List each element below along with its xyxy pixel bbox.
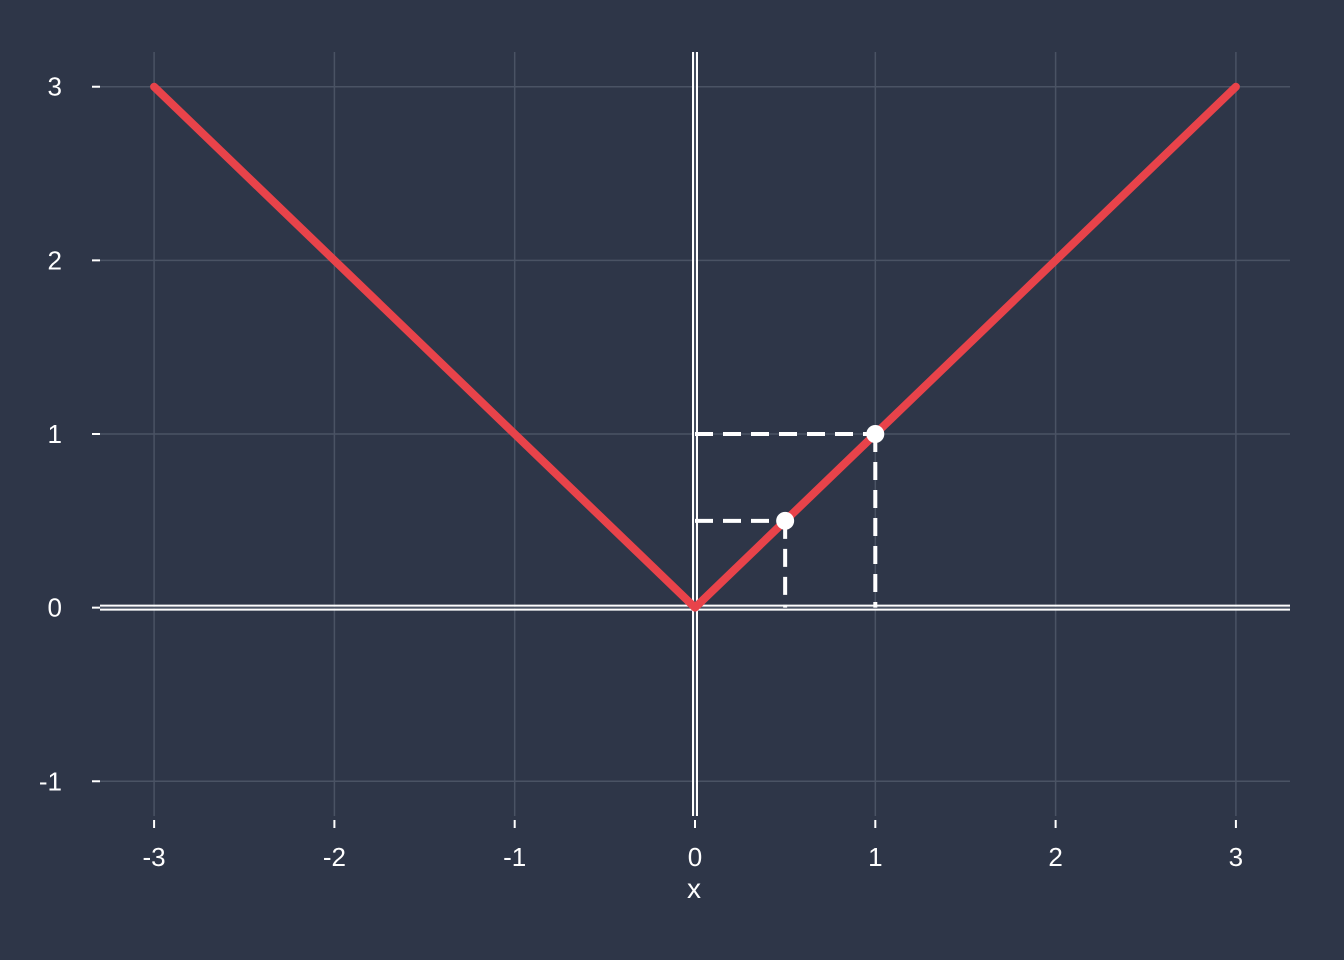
highlight-points <box>776 425 885 530</box>
x-axis-title: x <box>687 873 701 904</box>
x-tick-label: -2 <box>323 842 346 872</box>
ticks: -3 -2 -1 0 1 2 3 -1 0 1 2 3 <box>39 72 1243 872</box>
x-tick-label: 2 <box>1048 842 1062 872</box>
y-tick-label: 3 <box>48 72 62 102</box>
x-tick-label: 0 <box>688 842 702 872</box>
y-tick-label: 0 <box>48 593 62 623</box>
y-tick-label: 1 <box>48 419 62 449</box>
series-line <box>150 82 1240 612</box>
x-tick-label: 1 <box>868 842 882 872</box>
guide-lines <box>695 432 878 608</box>
x-tick-label: 3 <box>1229 842 1243 872</box>
y-tick-label: -1 <box>39 766 62 796</box>
x-tick-label: -3 <box>143 842 166 872</box>
y-tick-label: 2 <box>48 245 62 275</box>
data-point <box>776 511 795 530</box>
data-series <box>150 82 1240 612</box>
data-point <box>866 425 885 443</box>
x-tick-label: -1 <box>503 842 526 872</box>
